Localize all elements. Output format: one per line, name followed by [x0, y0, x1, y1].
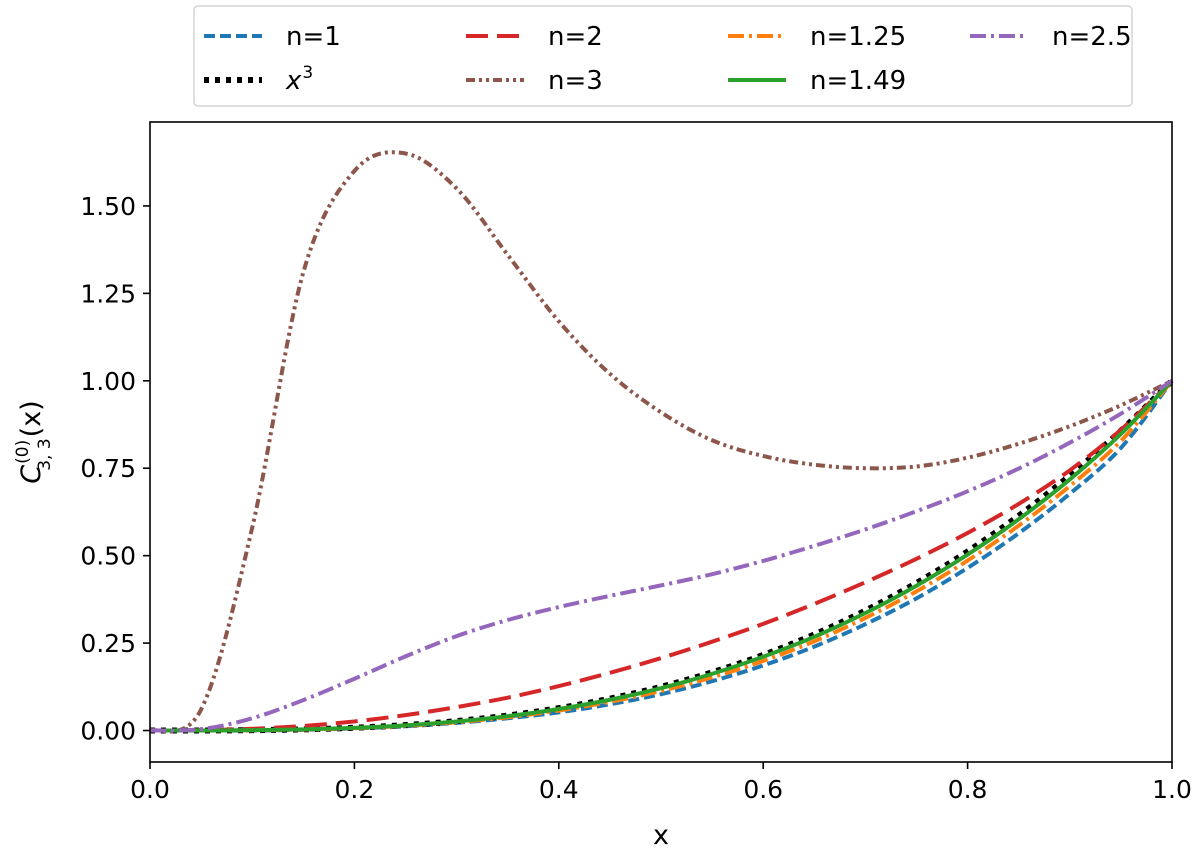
- x-tick-label: 1.0: [1152, 775, 1192, 804]
- legend-box: [193, 5, 1133, 107]
- y-tick-label: 0.00: [80, 717, 136, 746]
- x-tick-label: 0.0: [130, 775, 170, 804]
- legend-label: n=2.5: [1052, 22, 1132, 52]
- x-axis-label: x: [653, 820, 669, 851]
- legend-item-5: n=1.49: [728, 66, 906, 96]
- series-line-5: [149, 379, 1174, 733]
- y-axis-label: C(0) 3, 3(x): [13, 400, 55, 483]
- x-tick-label: 0.6: [743, 775, 783, 804]
- y-tick-label: 1.25: [80, 279, 136, 308]
- series-line-2: [149, 379, 1174, 733]
- y-axis-label-subscript: 3, 3: [35, 438, 55, 470]
- legend-label-base: x: [285, 66, 302, 96]
- x-tick-label: 0.4: [539, 775, 579, 804]
- legend-item-1: x3: [204, 63, 313, 96]
- y-tick-label: 1.50: [80, 192, 136, 221]
- y-tick-label: 0.25: [80, 629, 136, 658]
- legend-item-4: n=1.25: [728, 22, 906, 52]
- series-line-6: [149, 379, 1174, 733]
- y-tick-label: 0.50: [80, 542, 136, 571]
- x-tick-label: 0.2: [335, 775, 375, 804]
- plot-area-frame: [149, 121, 1173, 763]
- series-line-0: [150, 379, 1174, 733]
- legend-label: n=1.25: [810, 22, 906, 52]
- series-line-4: [149, 379, 1174, 733]
- legend-label: n=1: [286, 22, 341, 52]
- x-axis: 0.0 0.2 0.4 0.6 0.8 1.0: [130, 762, 1192, 804]
- legend-item-6: n=2.5: [970, 22, 1132, 52]
- y-tick-label: 0.75: [80, 454, 136, 483]
- legend: n=1 x3 n=2 n=3 n=1.25 n=1.49 n=2.5: [193, 5, 1133, 107]
- legend-label: n=2: [548, 22, 603, 52]
- legend-item-0: n=1: [204, 22, 341, 52]
- y-axis-label-base: C: [16, 465, 47, 484]
- series-line-1: [149, 378, 1175, 734]
- legend-item-2: n=2: [466, 22, 603, 52]
- legend-label: n=3: [548, 66, 603, 96]
- legend-label: n=1.49: [810, 66, 906, 96]
- series-lines: [149, 150, 1175, 734]
- y-tick-label: 1.00: [80, 367, 136, 396]
- series-line-3: [149, 150, 1173, 734]
- y-axis: 0.00 0.25 0.50 0.75 1.00 1.25 1.50: [80, 192, 150, 746]
- legend-item-3: n=3: [466, 66, 603, 96]
- legend-label-superscript: 3: [302, 63, 313, 83]
- x-tick-label: 0.8: [948, 775, 988, 804]
- legend-label: x3: [285, 63, 313, 96]
- y-axis-label-superscript: (0): [13, 440, 33, 464]
- y-axis-label-suffix: (x): [16, 400, 47, 437]
